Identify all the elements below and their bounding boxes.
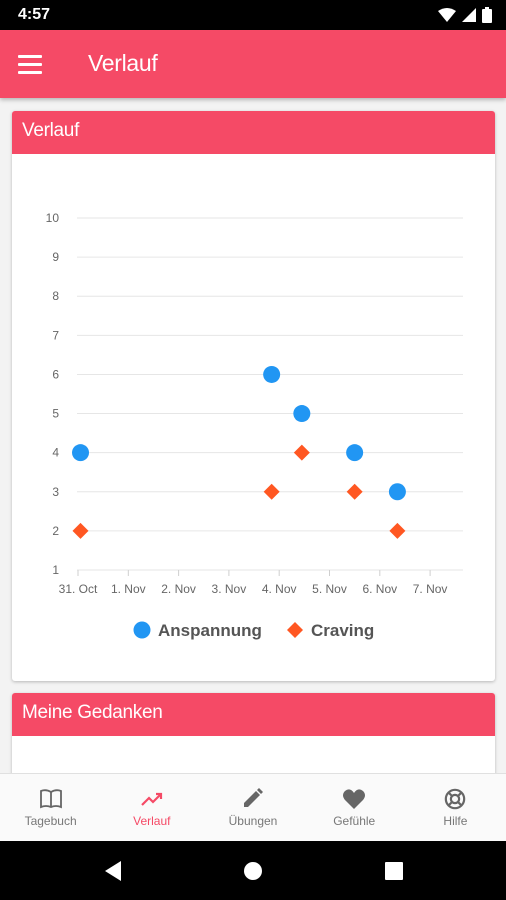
- x-tick-label: 7. Nov: [413, 582, 448, 596]
- nav-gefuehle-label: Gefühle: [333, 814, 376, 828]
- pencil-icon: [244, 788, 263, 807]
- data-point-anspannung: [346, 444, 364, 462]
- y-tick-label: 3: [52, 485, 59, 499]
- data-point-anspannung: [293, 405, 311, 423]
- home-icon[interactable]: [241, 859, 265, 883]
- status-bar: 4:57: [0, 0, 506, 30]
- book-icon: [39, 789, 62, 809]
- verlauf-card: Verlauf 1 2 3 4 5 6 7 8 9 10 31. Oct 1. Nov 2. Nov 3.…: [12, 111, 495, 681]
- data-point-craving: [346, 483, 363, 500]
- x-tick-label: 3. Nov: [212, 582, 247, 596]
- nav-hilfe[interactable]: Hilfe: [405, 774, 506, 841]
- page-title: Verlauf: [88, 50, 158, 76]
- y-tick-label: 5: [52, 407, 59, 421]
- data-point-craving: [263, 483, 280, 500]
- system-nav-bar: [0, 841, 506, 900]
- y-tick-label: 7: [52, 328, 59, 342]
- menu-icon[interactable]: [18, 50, 50, 78]
- nav-hilfe-label: Hilfe: [443, 814, 468, 828]
- bottom-navigation: Tagebuch Verlauf Übungen Gefühle Hilfe: [0, 773, 506, 841]
- trending-up-icon: [141, 792, 162, 806]
- data-point-anspannung: [72, 444, 90, 462]
- x-tick-label: 2. Nov: [161, 582, 196, 596]
- x-tick-label: 4. Nov: [262, 582, 297, 596]
- nav-verlauf[interactable]: Verlauf: [101, 774, 202, 841]
- recents-icon[interactable]: [382, 859, 406, 883]
- y-tick-label: 8: [52, 289, 59, 303]
- x-tick-label: 6. Nov: [362, 582, 397, 596]
- gedanken-card-title: Meine Gedanken: [12, 693, 495, 736]
- nav-verlauf-label: Verlauf: [133, 814, 171, 828]
- y-tick-label: 9: [52, 250, 59, 264]
- legend-label-anspannung: Anspannung: [158, 621, 262, 640]
- status-icons: [438, 7, 492, 23]
- lifebuoy-icon: [445, 788, 466, 810]
- y-tick-label: 2: [52, 524, 59, 538]
- x-tick-label: 1. Nov: [111, 582, 146, 596]
- back-icon[interactable]: [101, 859, 125, 883]
- data-point-craving: [389, 522, 406, 539]
- x-tick-label: 5. Nov: [312, 582, 347, 596]
- legend-label-craving: Craving: [311, 621, 374, 640]
- battery-icon: [482, 7, 492, 23]
- y-tick-label: 4: [52, 446, 59, 460]
- y-tick-label: 10: [46, 211, 60, 225]
- verlauf-card-title: Verlauf: [12, 111, 495, 154]
- wifi-icon: [438, 8, 456, 22]
- legend-marker-anspannung: [133, 621, 151, 639]
- nav-uebungen[interactable]: Übungen: [202, 774, 303, 841]
- heart-icon: [343, 789, 366, 809]
- status-time: 4:57: [18, 6, 51, 23]
- y-tick-label: 6: [52, 367, 59, 381]
- data-point-craving: [293, 444, 310, 461]
- nav-gefuehle[interactable]: Gefühle: [304, 774, 405, 841]
- data-point-anspannung: [388, 483, 406, 501]
- verlauf-chart: 1 2 3 4 5 6 7 8 9 10 31. Oct 1. Nov 2. Nov 3. Nov 4. N…: [46, 211, 463, 640]
- nav-tagebuch[interactable]: Tagebuch: [0, 774, 101, 841]
- legend-marker-craving: [287, 622, 303, 638]
- nav-tagebuch-label: Tagebuch: [24, 814, 77, 828]
- x-tick-label: 31. Oct: [59, 582, 98, 596]
- data-point-anspannung: [263, 365, 281, 383]
- y-tick-label: 1: [52, 563, 59, 577]
- app-toolbar: Verlauf: [0, 30, 506, 98]
- nav-uebungen-label: Übungen: [228, 814, 278, 828]
- signal-icon: [462, 8, 476, 22]
- data-point-craving: [72, 522, 89, 539]
